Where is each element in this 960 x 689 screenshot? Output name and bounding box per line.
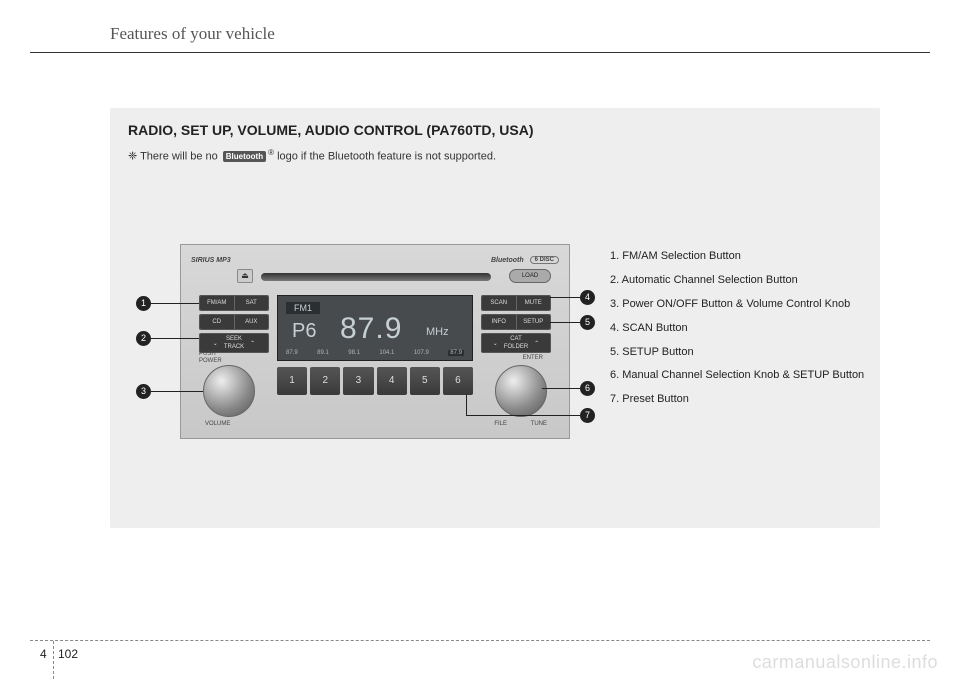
bluetooth-logo: Bluetooth	[491, 257, 524, 264]
footer-rule	[30, 640, 930, 641]
callout-6: 6	[580, 381, 595, 396]
preset-1[interactable]: 1	[277, 367, 307, 395]
preset-6[interactable]: 6	[443, 367, 473, 395]
legend-item-6: 6. Manual Channel Selection Knob & SETUP…	[610, 365, 866, 386]
legend-list: 1. FM/AM Selection Button 2. Automatic C…	[610, 246, 866, 413]
scale-tick: 98.1	[348, 350, 360, 356]
callout-line	[542, 388, 580, 389]
fmam-sat-button[interactable]: FM/AM SAT	[199, 295, 269, 311]
load-button[interactable]: LOAD	[509, 269, 551, 283]
content-box: RADIO, SET UP, VOLUME, AUDIO CONTROL (PA…	[110, 108, 880, 528]
chevron-down-icon: ⌄	[493, 340, 498, 347]
preset-buttons: 1 2 3 4 5 6	[277, 367, 473, 395]
page-header: Features of your vehicle	[110, 24, 275, 44]
mute-label: MUTE	[516, 296, 551, 310]
watermark: carmanualsonline.info	[752, 652, 938, 673]
preset-3[interactable]: 3	[343, 367, 373, 395]
chevron-down-icon: ⌄	[213, 340, 218, 347]
callout-1: 1	[136, 296, 151, 311]
callout-7: 7	[580, 408, 595, 423]
note-suffix: logo if the Bluetooth feature is not sup…	[274, 151, 496, 163]
band-indicator: FM1	[286, 302, 320, 314]
preset-2[interactable]: 2	[310, 367, 340, 395]
chevron-up-icon: ⌃	[250, 340, 255, 347]
aux-label: AUX	[234, 315, 269, 329]
six-disc-logo: 6 DISC	[530, 256, 559, 264]
callout-line	[466, 415, 580, 416]
preset-indicator: P6	[292, 320, 316, 343]
cd-slot	[261, 273, 491, 281]
cd-aux-button[interactable]: CD AUX	[199, 314, 269, 330]
fmam-label: FM/AM	[200, 296, 234, 310]
info-label: INFO	[482, 315, 516, 329]
scale-tick: 87.9	[448, 350, 464, 356]
tune-enter-knob[interactable]	[495, 365, 547, 417]
scan-mute-button[interactable]: SCAN MUTE	[481, 295, 551, 311]
push-label: PUSH	[199, 351, 216, 357]
preset-5[interactable]: 5	[410, 367, 440, 395]
scale-tick: 89.1	[317, 350, 329, 356]
seek-label: SEEK TRACK	[224, 335, 244, 351]
frequency-scale: 87.9 89.1 98.1 104.1 107.9 87.9	[286, 350, 464, 356]
note-prefix: ❈ There will be no	[128, 151, 221, 163]
callout-3: 3	[136, 384, 151, 399]
callout-line	[466, 395, 467, 415]
page-number: 102	[58, 647, 78, 661]
callout-line	[151, 303, 199, 304]
scale-tick: 87.9	[286, 350, 298, 356]
header-rule	[30, 52, 930, 53]
legend-item-5: 5. SETUP Button	[610, 342, 866, 363]
callout-line	[550, 297, 580, 298]
left-button-cluster: FM/AM SAT CD AUX ⌄ SEEK TRACK ⌃	[199, 295, 269, 353]
tune-label: TUNE	[531, 421, 547, 427]
callout-line	[550, 322, 580, 323]
setup-label: SETUP	[516, 315, 551, 329]
cat-folder-button[interactable]: ⌄ CAT FOLDER ⌃	[481, 333, 551, 353]
file-label: FILE	[494, 421, 507, 427]
scan-label: SCAN	[482, 296, 516, 310]
bluetooth-note: ❈ There will be no Bluetooth® logo if th…	[128, 148, 496, 163]
legend-item-2: 2. Automatic Channel Selection Button	[610, 270, 866, 291]
radio-unit: SIRIUS MP3 Bluetooth 6 DISC ⏏ LOAD FM/AM…	[180, 244, 570, 439]
volume-label: VOLUME	[205, 421, 230, 427]
callout-line	[151, 391, 203, 392]
frequency-unit: MHz	[426, 326, 449, 338]
scale-tick: 104.1	[379, 350, 394, 356]
footer-divider	[53, 641, 54, 679]
scale-tick: 107.9	[414, 350, 429, 356]
eject-button[interactable]: ⏏	[237, 269, 253, 283]
callout-5: 5	[580, 315, 595, 330]
callout-2: 2	[136, 331, 151, 346]
callout-4: 4	[580, 290, 595, 305]
radio-top-strip: SIRIUS MP3 Bluetooth 6 DISC	[191, 251, 559, 269]
lcd-display: FM1 P6 87.9 MHz 87.9 89.1 98.1 104.1 107…	[277, 295, 473, 361]
power-label: POWER	[199, 358, 222, 364]
right-button-cluster: SCAN MUTE INFO SETUP ⌄ CAT FOLDER ⌃	[481, 295, 551, 353]
legend-item-3: 3. Power ON/OFF Button & Volume Control …	[610, 294, 866, 315]
frequency-readout: 87.9	[340, 312, 402, 346]
sat-label: SAT	[234, 296, 269, 310]
enter-label: ENTER	[523, 355, 543, 361]
seek-track-button[interactable]: ⌄ SEEK TRACK ⌃	[199, 333, 269, 353]
preset-4[interactable]: 4	[377, 367, 407, 395]
legend-item-4: 4. SCAN Button	[610, 318, 866, 339]
cd-label: CD	[200, 315, 234, 329]
chapter-number: 4	[40, 647, 47, 661]
bluetooth-icon: Bluetooth	[223, 151, 266, 162]
cat-label: CAT FOLDER	[504, 335, 528, 351]
chevron-up-icon: ⌃	[534, 340, 539, 347]
legend-item-7: 7. Preset Button	[610, 389, 866, 410]
callout-line	[151, 338, 199, 339]
volume-power-knob[interactable]	[203, 365, 255, 417]
sirius-mp3-logo: SIRIUS MP3	[191, 257, 231, 264]
box-title: RADIO, SET UP, VOLUME, AUDIO CONTROL (PA…	[128, 122, 534, 138]
legend-item-1: 1. FM/AM Selection Button	[610, 246, 866, 267]
info-setup-button[interactable]: INFO SETUP	[481, 314, 551, 330]
